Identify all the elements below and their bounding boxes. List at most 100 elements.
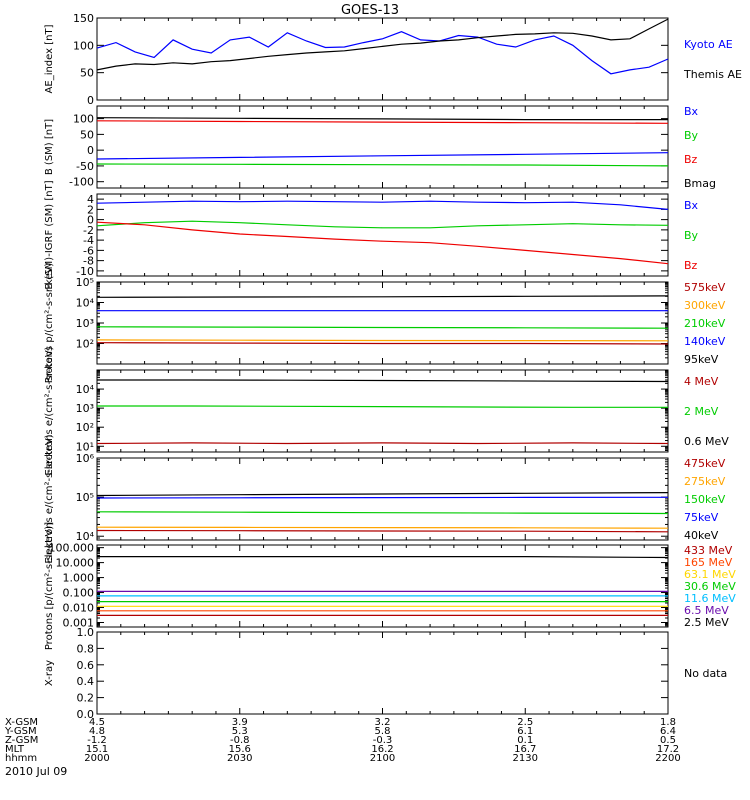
legend-label: 0.6 MeV	[684, 435, 729, 448]
legend-label: 140keV	[684, 335, 726, 348]
orbit-row-label: X-GSM	[5, 717, 38, 728]
legend-label: 150keV	[684, 493, 726, 506]
legend-label: 95keV	[684, 353, 719, 366]
series-line	[96, 18, 669, 71]
y-tick-label: 0.4	[77, 675, 95, 688]
legend-label: Kyoto AE	[684, 38, 733, 51]
orbit-value: 2130	[513, 753, 538, 764]
orbit-row-label: Y-GSM	[4, 726, 37, 737]
series-line	[96, 496, 669, 499]
series-line	[96, 117, 668, 121]
panel-frame	[96, 193, 669, 277]
orbit-value: 16.2	[371, 744, 393, 755]
legend-label: Bz	[684, 259, 698, 272]
y-tick-label: 1.0	[77, 626, 95, 639]
orbit-value: 1.8	[660, 717, 676, 728]
legend-label: 433 MeV	[684, 544, 733, 557]
y-tick-label: 10⁶	[76, 452, 95, 465]
y-tick-label: 10.000	[56, 557, 95, 570]
panel-5: 10¹ 10² 10³ 10⁴ Electrons e/(cm²-s-sr-keV) 4 …	[44, 346, 729, 475]
orbit-value: 17.2	[657, 744, 679, 755]
y-tick-label: -10	[76, 265, 94, 278]
legend-label: 11.6 MeV	[684, 592, 736, 605]
y-tick-label: 0.2	[77, 692, 95, 705]
y-tick-label: 10¹	[76, 440, 94, 453]
series-line	[96, 529, 669, 533]
orbit-value: -1.2	[87, 735, 107, 746]
legend-label: 575keV	[684, 281, 726, 294]
y-tick-label: 10³	[76, 402, 94, 415]
legend-label: By	[684, 229, 699, 242]
orbit-value: 2200	[655, 753, 680, 764]
orbit-value: 0.5	[660, 735, 676, 746]
y-tick-label: 0	[87, 94, 94, 107]
legend-label: By	[684, 129, 699, 142]
panel-1: 0 50 100 150 AE_index [nT] Kyoto AE Themis AE	[44, 12, 742, 107]
orbit-row-label: Z-GSM	[5, 735, 38, 746]
series-line	[96, 221, 669, 265]
orbit-row-label: MLT	[5, 744, 25, 755]
legend-label: 300keV	[684, 299, 726, 312]
y-axis-label: Protons p/(cm²-s-sr-keV)	[44, 263, 55, 384]
y-tick-label: 10²	[76, 421, 94, 434]
series-line	[96, 342, 669, 345]
panel-stack: 0 50 100 150 AE_index [nT] Kyoto AE Themis AE -…	[44, 12, 742, 721]
y-tick-label: 0.100	[63, 587, 95, 600]
series-line	[96, 163, 669, 167]
series-line	[96, 295, 669, 298]
y-tick-label: 0.8	[77, 642, 95, 655]
series-line	[96, 200, 669, 210]
orbit-value: 16.7	[514, 744, 536, 755]
y-tick-label: 100	[73, 39, 94, 52]
y-axis-label: B (SM)-IGRF (SM) [nT]	[44, 180, 55, 289]
y-tick-label: -2	[83, 224, 94, 237]
legend-label: 275keV	[684, 475, 726, 488]
series-line	[97, 379, 669, 383]
panel-frame	[96, 281, 669, 365]
legend-label: Bz	[684, 153, 698, 166]
legend-label: 63.1 MeV	[684, 568, 736, 581]
legend-label: Bx	[684, 199, 699, 212]
y-tick-label: 10⁴	[76, 297, 95, 310]
panel-4: 10² 10³ 10⁴ 10⁵ Protons p/(cm²-s-sr-keV) 575k…	[44, 263, 726, 384]
orbit-value: 2100	[370, 753, 395, 764]
orbit-value: 2030	[227, 753, 252, 764]
y-tick-label: 0	[87, 214, 94, 227]
y-tick-label: 4	[87, 193, 94, 206]
legend-label: Bx	[684, 105, 699, 118]
legend-label: 210keV	[684, 317, 726, 330]
y-tick-label: 0.0	[77, 708, 95, 721]
y-axis-label: Protons [p/(cm²-s-sr-keV)]	[44, 522, 55, 650]
y-axis-label: X-ray	[44, 660, 55, 686]
legend-label: 2.5 MeV	[684, 616, 729, 629]
orbit-value: 4.8	[89, 726, 105, 737]
orbit-value: 2.5	[517, 717, 533, 728]
y-tick-label: -100	[69, 176, 94, 189]
series-line	[96, 339, 669, 342]
no-data-note: No data	[684, 667, 727, 680]
orbit-row-label: hhmm	[5, 753, 37, 764]
y-tick-label: 0.001	[63, 616, 95, 629]
y-tick-label: 1.000	[63, 572, 95, 585]
legend-label: 75keV	[684, 511, 719, 524]
y-tick-label: 100.000	[49, 542, 95, 555]
legend-label: Themis AE	[683, 68, 742, 81]
y-tick-label: 0.010	[63, 602, 95, 615]
y-tick-label: 50	[80, 128, 94, 141]
legend-label: 165 MeV	[684, 556, 733, 569]
series-line	[96, 511, 669, 515]
y-tick-label: 0.6	[77, 659, 95, 672]
orbit-value: 6.1	[517, 726, 533, 737]
series-line	[97, 405, 668, 408]
legend-label: 40keV	[684, 529, 719, 542]
figure-title: GOES-13	[341, 3, 399, 18]
panel-frame	[96, 369, 669, 453]
date-label: 2010 Jul 09	[5, 765, 67, 778]
y-tick-label: 2	[87, 203, 94, 216]
legend-label: 4 MeV	[684, 375, 719, 388]
orbit-value: 5.8	[375, 726, 391, 737]
orbit-value: 3.9	[232, 717, 248, 728]
